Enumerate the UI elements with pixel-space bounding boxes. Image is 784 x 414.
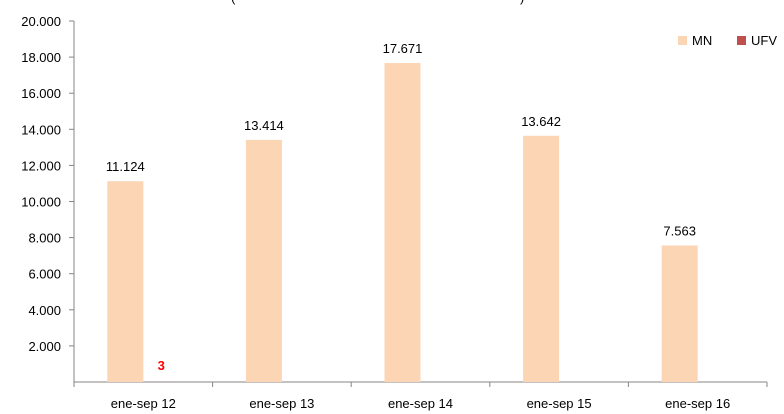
bar-mn	[523, 135, 560, 382]
x-tick-label: ene-sep 12	[111, 396, 176, 411]
data-label-mn: 13.642	[521, 114, 561, 129]
data-label-ufv: 3	[158, 358, 165, 373]
y-tick-label: 4.000	[28, 303, 61, 318]
legend: MN UFV	[678, 33, 777, 48]
bar-mn	[384, 63, 421, 382]
y-tick-label: 6.000	[28, 267, 61, 282]
y-tick-label: 12.000	[21, 158, 61, 173]
y-tick-label: 14.000	[21, 122, 61, 137]
y-tick-label: 2.000	[28, 339, 61, 354]
data-label-mn: 13.414	[244, 118, 284, 133]
y-tick-label: 8.000	[28, 231, 61, 246]
x-tick-label: ene-sep 15	[527, 396, 592, 411]
chart-title-open-paren: (	[231, 0, 236, 5]
y-tick-label: 16.000	[21, 86, 61, 101]
chart-title-close-paren: )	[520, 0, 524, 5]
data-label-mn: 17.671	[383, 41, 423, 56]
x-tick-label: ene-sep 13	[249, 396, 314, 411]
y-tick-label: 10.000	[21, 195, 61, 210]
legend-swatch-mn	[678, 36, 687, 45]
bar-mn	[245, 139, 282, 382]
legend-label-ufv: UFV	[751, 33, 777, 48]
x-axis-ticks: ene-sep 12 ene-sep 13 ene-sep 14 ene-sep 15…	[73, 382, 768, 411]
x-tick-label: ene-sep 16	[665, 396, 730, 411]
legend-swatch-ufv	[737, 36, 746, 45]
y-tick-label: 20.000	[21, 14, 61, 29]
bars: 11.124 3 13.414 17.671 13.642 7.563	[106, 41, 698, 382]
y-tick-label: 18.000	[21, 50, 61, 65]
bar-mn	[107, 181, 144, 382]
data-label-mn: 11.124	[106, 159, 145, 174]
bar-mn	[661, 245, 698, 382]
data-label-mn: 7.563	[663, 223, 696, 238]
y-axis-ticks: 20.000 18.000 16.000 14.000 12.000 10.000 8.00…	[21, 14, 74, 354]
legend-label-mn: MN	[692, 33, 712, 48]
x-tick-label: ene-sep 14	[388, 396, 453, 411]
